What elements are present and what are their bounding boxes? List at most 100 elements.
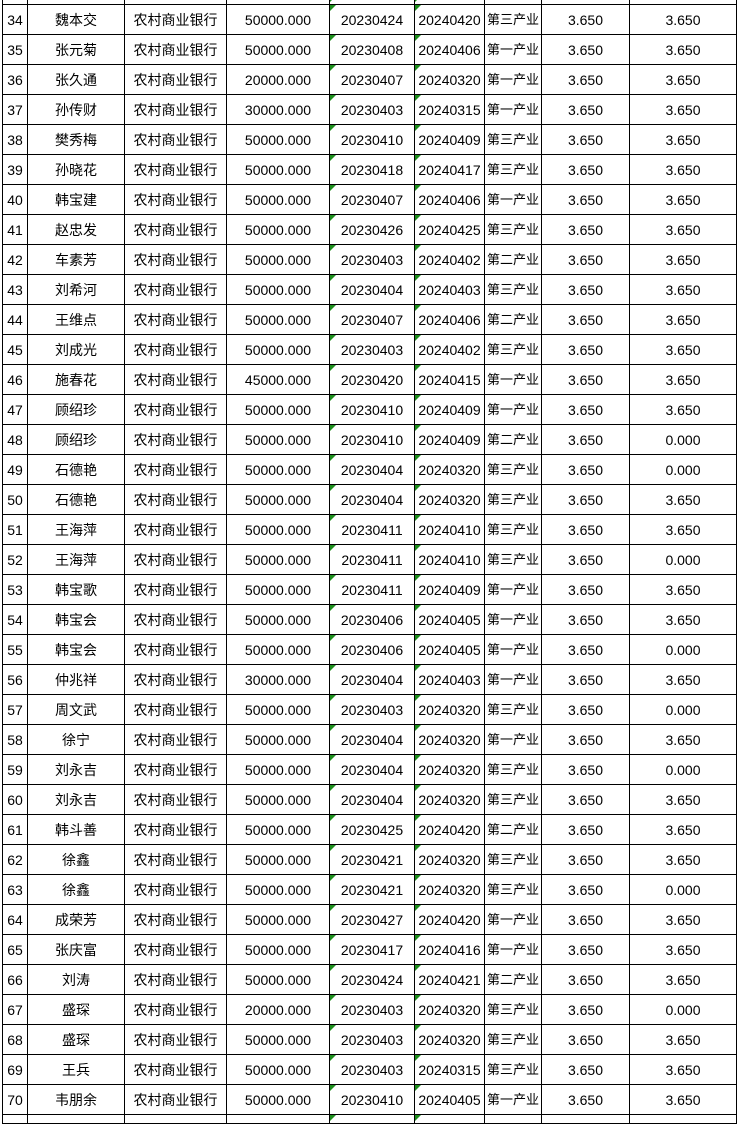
cell-amount[interactable]: 50000.000 — [226, 454, 330, 485]
cell-rate-b[interactable]: 3.650 — [629, 4, 737, 35]
cell-end-date[interactable]: 20240409 — [414, 124, 485, 155]
cell-industry[interactable]: 第二产业 — [484, 424, 542, 455]
cell-rate-b[interactable]: 3.650 — [629, 574, 737, 605]
cell-name[interactable]: 刘成光 — [27, 334, 125, 365]
cell-amount[interactable]: 50000.000 — [226, 844, 330, 875]
cell-amount[interactable]: 50000.000 — [226, 514, 330, 545]
cell-end-date[interactable]: 20240320 — [414, 694, 485, 725]
cell-bank[interactable]: 农村商业银行 — [124, 754, 227, 785]
cell-rate-a[interactable]: 3.650 — [541, 784, 630, 815]
cell-industry[interactable]: 第三产业 — [484, 844, 542, 875]
cell-rate-b[interactable]: 3.650 — [629, 814, 737, 845]
cell-bank[interactable]: 农村商业银行 — [124, 514, 227, 545]
cell-seq[interactable]: 51 — [2, 514, 28, 545]
cell-end-date[interactable]: 20240320 — [414, 754, 485, 785]
cell-end-date[interactable]: 20240320 — [414, 724, 485, 755]
cell-name[interactable]: 韩斗善 — [27, 814, 125, 845]
cell-start-date[interactable]: 20230418 — [329, 154, 415, 185]
cell-amount[interactable]: 20000.000 — [226, 64, 330, 95]
cell-name[interactable]: 王海萍 — [27, 544, 125, 575]
cell-seq[interactable]: 40 — [2, 184, 28, 215]
cell-rate-a[interactable]: 3.650 — [541, 814, 630, 845]
cell-name[interactable]: 徐鑫 — [27, 874, 125, 905]
cell-bank[interactable]: 农村商业银行 — [124, 664, 227, 695]
cell-bank[interactable]: 农村商业银行 — [124, 334, 227, 365]
cell-name[interactable]: 樊秀梅 — [27, 124, 125, 155]
cell-seq[interactable]: 62 — [2, 844, 28, 875]
cell-seq[interactable]: 67 — [2, 994, 28, 1025]
cell-amount[interactable]: 50000.000 — [226, 754, 330, 785]
cell-bank[interactable]: 农村商业银行 — [124, 1024, 227, 1055]
cell-bank[interactable]: 农村商业银行 — [124, 484, 227, 515]
cell-rate-b[interactable]: 3.650 — [629, 1024, 737, 1055]
cell-rate-b[interactable]: 3.650 — [629, 64, 737, 95]
cell-name[interactable]: 周文武 — [27, 694, 125, 725]
cell-bank[interactable]: 农村商业银行 — [124, 814, 227, 845]
cell-seq[interactable]: 59 — [2, 754, 28, 785]
cell-seq[interactable]: 65 — [2, 934, 28, 965]
cell-rate-b[interactable]: 3.650 — [629, 1084, 737, 1115]
cell-end-date[interactable]: 20240320 — [414, 994, 485, 1025]
cell-industry[interactable]: 第一产业 — [484, 364, 542, 395]
cell-rate-a[interactable]: 3.650 — [541, 304, 630, 335]
cell-end-date[interactable]: 20240420 — [414, 904, 485, 935]
cell-start-date[interactable]: 20230404 — [329, 664, 415, 695]
cell-start-date[interactable]: 20230410 — [329, 1084, 415, 1115]
cell-rate-b[interactable]: 3.650 — [629, 154, 737, 185]
cell-start-date[interactable]: 20230408 — [329, 34, 415, 65]
cell-industry[interactable]: 第二产业 — [484, 814, 542, 845]
cell-amount[interactable] — [226, 1114, 330, 1124]
cell-rate-b[interactable]: 3.650 — [629, 34, 737, 65]
cell-start-date[interactable]: 20230404 — [329, 724, 415, 755]
cell-rate-a[interactable]: 3.650 — [541, 364, 630, 395]
cell-start-date[interactable]: 20230406 — [329, 634, 415, 665]
cell-amount[interactable]: 50000.000 — [226, 874, 330, 905]
cell-seq[interactable]: 60 — [2, 784, 28, 815]
cell-name[interactable]: 韩宝歌 — [27, 574, 125, 605]
cell-end-date[interactable]: 20240410 — [414, 544, 485, 575]
cell-seq[interactable]: 64 — [2, 904, 28, 935]
cell-end-date[interactable]: 20240410 — [414, 514, 485, 545]
cell-bank[interactable]: 农村商业银行 — [124, 964, 227, 995]
cell-start-date[interactable]: 20230411 — [329, 544, 415, 575]
cell-bank[interactable]: 农村商业银行 — [124, 604, 227, 635]
cell-start-date[interactable]: 20230417 — [329, 934, 415, 965]
cell-industry[interactable]: 第三产业 — [484, 124, 542, 155]
cell-seq[interactable]: 56 — [2, 664, 28, 695]
cell-end-date[interactable]: 20240402 — [414, 334, 485, 365]
cell-bank[interactable]: 农村商业银行 — [124, 364, 227, 395]
cell-bank[interactable] — [124, 1114, 227, 1124]
cell-bank[interactable]: 农村商业银行 — [124, 1054, 227, 1085]
cell-rate-b[interactable]: 3.650 — [629, 274, 737, 305]
cell-name[interactable]: 石德艳 — [27, 454, 125, 485]
cell-name[interactable]: 韩宝会 — [27, 604, 125, 635]
cell-rate-b[interactable]: 3.650 — [629, 904, 737, 935]
cell-rate-b[interactable]: 3.650 — [629, 844, 737, 875]
cell-start-date[interactable]: 20230403 — [329, 244, 415, 275]
cell-seq[interactable]: 58 — [2, 724, 28, 755]
cell-name[interactable]: 刘永吉 — [27, 754, 125, 785]
cell-industry[interactable]: 第一产业 — [484, 34, 542, 65]
cell-industry[interactable]: 第一产业 — [484, 574, 542, 605]
cell-name[interactable]: 王兵 — [27, 1054, 125, 1085]
cell-end-date[interactable]: 20240420 — [414, 814, 485, 845]
cell-end-date[interactable]: 20240405 — [414, 604, 485, 635]
cell-industry[interactable]: 第三产业 — [484, 4, 542, 35]
cell-end-date[interactable]: 20240417 — [414, 154, 485, 185]
cell-rate-b[interactable]: 3.650 — [629, 484, 737, 515]
cell-seq[interactable]: 44 — [2, 304, 28, 335]
cell-amount[interactable]: 50000.000 — [226, 34, 330, 65]
cell-rate-a[interactable]: 3.650 — [541, 64, 630, 95]
cell-rate-b[interactable]: 3.650 — [629, 304, 737, 335]
cell-rate-b[interactable] — [629, 1114, 737, 1124]
cell-rate-b[interactable]: 0.000 — [629, 544, 737, 575]
cell-name[interactable]: 孙晓花 — [27, 154, 125, 185]
cell-rate-b[interactable]: 0.000 — [629, 874, 737, 905]
cell-rate-a[interactable]: 3.650 — [541, 154, 630, 185]
cell-rate-a[interactable]: 3.650 — [541, 604, 630, 635]
cell-end-date[interactable]: 20240416 — [414, 934, 485, 965]
cell-end-date[interactable]: 20240409 — [414, 394, 485, 425]
cell-rate-a[interactable]: 3.650 — [541, 34, 630, 65]
cell-start-date[interactable]: 20230407 — [329, 64, 415, 95]
cell-start-date[interactable] — [329, 1114, 415, 1124]
